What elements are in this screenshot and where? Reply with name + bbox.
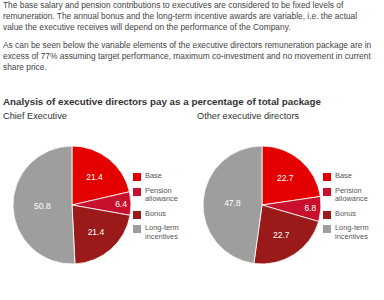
html-text:Pension allowance: Pension allowance xyxy=(335,185,368,204)
html-text:Chief Executive: Chief Executive xyxy=(3,111,67,121)
svg-text:22.7: 22.7 xyxy=(273,230,290,240)
html-text:The base salary and pension co: The base salary and pension contribution… xyxy=(3,0,358,32)
html-text:Long-term incentives: Long-term incentives xyxy=(335,223,369,241)
html-text:Long-term incentives: Long-term incentives xyxy=(145,223,179,241)
html-text:Base: Base xyxy=(145,171,162,180)
html-text:Pension allowance: Pension allowance xyxy=(145,185,178,204)
html-text:Base: Base xyxy=(335,171,352,180)
svg-text:47.8: 47.8 xyxy=(224,198,241,208)
html-text:Bonus: Bonus xyxy=(145,208,166,218)
svg-text:21.4: 21.4 xyxy=(88,227,105,237)
html-text:Analysis of executive director: Analysis of executive directors pay as a… xyxy=(3,96,321,107)
svg-text:6.4: 6.4 xyxy=(115,199,127,209)
svg-text:21.4: 21.4 xyxy=(86,172,103,182)
html-text:Bonus: Bonus xyxy=(335,208,356,218)
html-text:Other executive directors: Other executive directors xyxy=(197,111,300,121)
html-text:As can be seen below the varia: As can be seen below the variable elemen… xyxy=(3,40,372,72)
svg-text:50.8: 50.8 xyxy=(34,201,51,211)
svg-text:22.7: 22.7 xyxy=(277,173,294,183)
svg-text:6.8: 6.8 xyxy=(305,203,317,213)
